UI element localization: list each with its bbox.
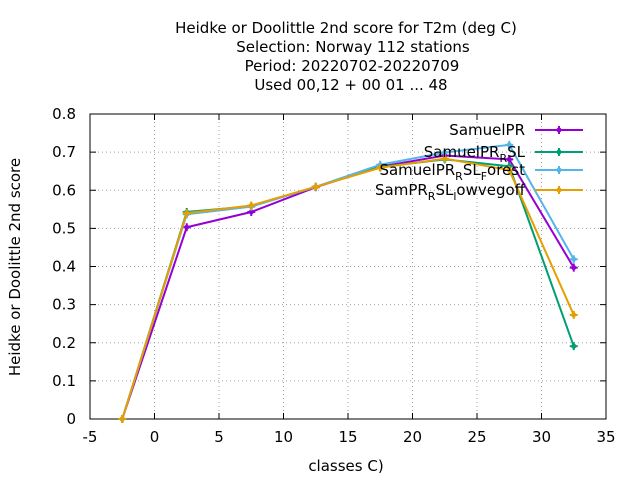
series-line	[121, 143, 575, 420]
legend-label: SamuelPRRSLForest	[379, 161, 525, 183]
y-tick-label: 0.6	[52, 181, 76, 199]
data-point-dot	[377, 165, 383, 171]
data-point	[569, 342, 578, 351]
data-point	[569, 255, 578, 264]
data-point	[182, 209, 191, 218]
series-4	[118, 154, 578, 423]
y-tick-label: 0.4	[52, 258, 76, 276]
x-tick-label: 30	[532, 428, 551, 446]
y-axis-ticks: 0 0.1 0.2 0.3 0.4 0.5 0.6 0.7 0.8	[52, 105, 606, 428]
series-group	[118, 140, 578, 423]
data-point	[118, 415, 127, 423]
chart-title: Heidke or Doolittle 2nd score for T2m (d…	[175, 19, 517, 94]
y-tick-label: 0.1	[52, 372, 76, 390]
x-tick-label: 15	[338, 428, 357, 446]
x-tick-label: 35	[596, 428, 615, 446]
title-line-2: Selection: Norway 112 stations	[236, 38, 470, 56]
data-point-dot	[313, 184, 319, 190]
data-point-dot	[248, 209, 254, 215]
x-tick-label: 5	[214, 428, 224, 446]
data-point-dot	[571, 343, 577, 349]
legend-marker-dot	[556, 149, 562, 155]
legend-marker-dot	[556, 187, 562, 193]
data-point-dot	[248, 203, 254, 208]
data-point	[440, 154, 449, 163]
data-point	[311, 182, 320, 191]
legend: SamuelPR SamuelPRRSLSamuelPRRSLForestSamP…	[375, 121, 583, 203]
data-point	[376, 163, 385, 172]
title-line-3: Period: 20220702-20220709	[245, 57, 460, 75]
data-point	[505, 166, 514, 175]
legend-entry-4: SamPRRSLlowvegoff	[375, 181, 583, 203]
y-tick-label: 0.3	[52, 296, 76, 314]
y-tick-label: 0.8	[52, 105, 76, 123]
data-point	[569, 310, 578, 319]
x-tick-label: 10	[274, 428, 293, 446]
legend-marker-dot	[556, 127, 562, 133]
x-tick-label: -5	[83, 428, 98, 446]
series-line	[121, 157, 575, 420]
data-point-dot	[571, 312, 577, 318]
data-point	[505, 155, 514, 164]
title-line-4: Used 00,12 + 00 01 ... 48	[254, 76, 447, 94]
x-axis-ticks: -5 0 5 10 15 20 25 30 35	[83, 114, 616, 446]
y-tick-label: 0.5	[52, 219, 76, 237]
legend-label: SamuelPRRSL	[424, 143, 526, 165]
data-point	[440, 148, 449, 157]
y-axis-label: Heidke or Doolittle 2nd score	[6, 158, 24, 376]
data-point	[569, 263, 578, 272]
title-line-1: Heidke or Doolittle 2nd score for T2m (d…	[175, 19, 517, 37]
data-point-dot	[571, 265, 577, 271]
x-tick-label: 20	[403, 428, 422, 446]
data-point-dot	[442, 156, 448, 162]
data-point	[182, 223, 191, 232]
legend-label: SamPRRSLlowvegoff	[375, 181, 526, 203]
legend-entry-1: SamuelPR	[449, 121, 583, 139]
data-point-dot	[184, 210, 190, 216]
y-tick-label: 0.2	[52, 334, 76, 352]
data-point	[505, 140, 514, 149]
legend-entry-2: SamuelPRRSL	[424, 143, 583, 165]
y-tick-label: 0.7	[52, 143, 76, 161]
x-tick-label: 0	[150, 428, 160, 446]
data-point-dot	[506, 167, 512, 173]
data-point-dot	[506, 142, 512, 148]
legend-entry-3: SamuelPRRSLForest	[379, 161, 583, 183]
grid	[90, 114, 606, 419]
data-point-dot	[506, 156, 512, 162]
data-point	[247, 201, 256, 210]
y-tick-label: 0	[66, 410, 76, 428]
data-point-dot	[571, 256, 577, 262]
x-axis-label: classes C)	[308, 457, 383, 475]
x-tick-label: 25	[467, 428, 486, 446]
legend-label: SamuelPR	[449, 121, 525, 139]
legend-marker-dot	[556, 167, 562, 173]
data-point-dot	[442, 150, 448, 156]
data-point-dot	[119, 416, 125, 422]
data-point-dot	[184, 224, 190, 230]
